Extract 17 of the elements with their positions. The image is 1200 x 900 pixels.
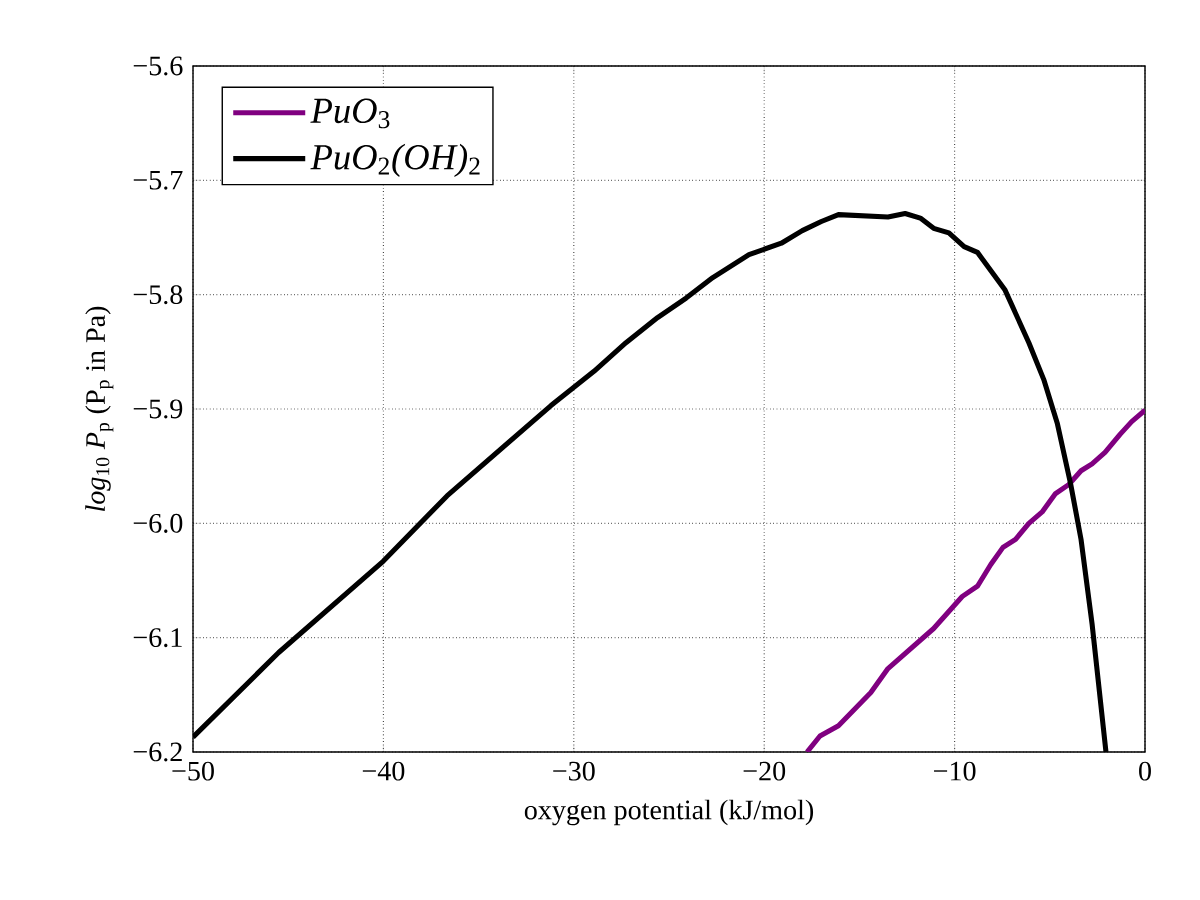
y-tick-label: −5.9 (133, 399, 183, 419)
y-tick-label: −6.1 (133, 628, 182, 648)
legend-label: PuO$_{2}$(OH)$_{2}$ (310, 143, 480, 177)
x-tick-label: −30 (553, 761, 595, 781)
legend-label: PuO$_{3}$ (310, 98, 390, 129)
x-axis-title: oxygen potential (kJ/mol) (524, 799, 814, 826)
x-tick-label: −20 (743, 761, 786, 781)
x-tick-label: 0 (1139, 761, 1151, 781)
x-tick-label: −40 (362, 761, 405, 781)
x-tick-label: −50 (172, 761, 214, 781)
x-tick-label: −10 (934, 761, 976, 781)
y-tick-label: −5.8 (133, 285, 183, 305)
y-tick-label: −5.6 (133, 56, 183, 76)
y-tick-label: −5.7 (133, 170, 183, 190)
y-axis-title: log$_{10}$ P$_{p}$ (P$_{p}$ in Pa) (85, 306, 114, 512)
y-tick-label: −6.0 (133, 513, 183, 533)
y-tick-label: −6.2 (133, 742, 182, 762)
